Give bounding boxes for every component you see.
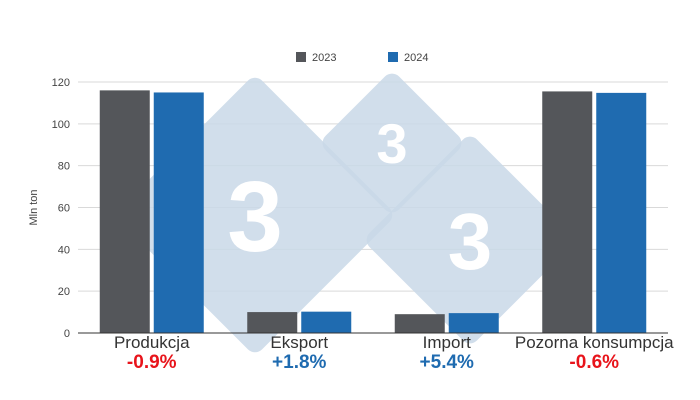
x-tick-label: Eksport (270, 333, 328, 352)
y-tick-label: 60 (58, 203, 70, 215)
legend-swatch-2023 (296, 52, 306, 62)
legend: 2023 2024 (296, 52, 428, 64)
change-percent-label: -0.6% (569, 352, 619, 373)
bar-2023-import (394, 314, 445, 333)
x-tick-label: Pozorna konsumpcja (515, 333, 674, 352)
bars (99, 90, 647, 333)
legend-label-2024: 2024 (404, 52, 428, 64)
bar-2024-produkcja (153, 92, 204, 333)
y-tick-label: 120 (52, 77, 70, 89)
bar-2023-eksport (247, 312, 298, 333)
change-percent-label: +1.8% (272, 352, 327, 373)
watermark-diamond: 3 (366, 136, 574, 344)
y-tick-label: 40 (58, 244, 70, 256)
bar-2023-produkcja (99, 90, 150, 333)
y-axis-label: Mln ton (28, 189, 40, 225)
change-percent-label: -0.9% (127, 352, 177, 373)
x-tick-label: Import (423, 333, 471, 352)
y-tick-label: 100 (52, 119, 70, 131)
axes: 0 20 40 60 80 100 120 Mln ton (28, 77, 668, 340)
y-tick-label: 0 (64, 328, 70, 340)
category-labels: Produkcja-0.9% Eksport+1.8% Import+5.4% Poz… (114, 333, 674, 373)
bar-2024-pozorna-konsumpcja (596, 92, 647, 333)
watermark-digit: 3 (448, 197, 493, 286)
legend-swatch-2024 (388, 52, 398, 62)
watermark-digit: 3 (376, 112, 407, 175)
bar-2024-eksport (301, 311, 352, 333)
y-tick-label: 20 (58, 286, 70, 298)
legend-label-2023: 2023 (312, 52, 336, 64)
bar-2024-import (448, 313, 499, 333)
watermark-digit: 3 (227, 161, 283, 273)
y-tick-label: 80 (58, 161, 70, 173)
x-tick-label: Produkcja (114, 333, 190, 352)
watermark-logo: 333 (117, 73, 574, 353)
change-percent-label: +5.4% (420, 352, 475, 373)
watermark-diamond-shape (366, 136, 574, 344)
bar-2023-pozorna-konsumpcja (542, 91, 593, 333)
